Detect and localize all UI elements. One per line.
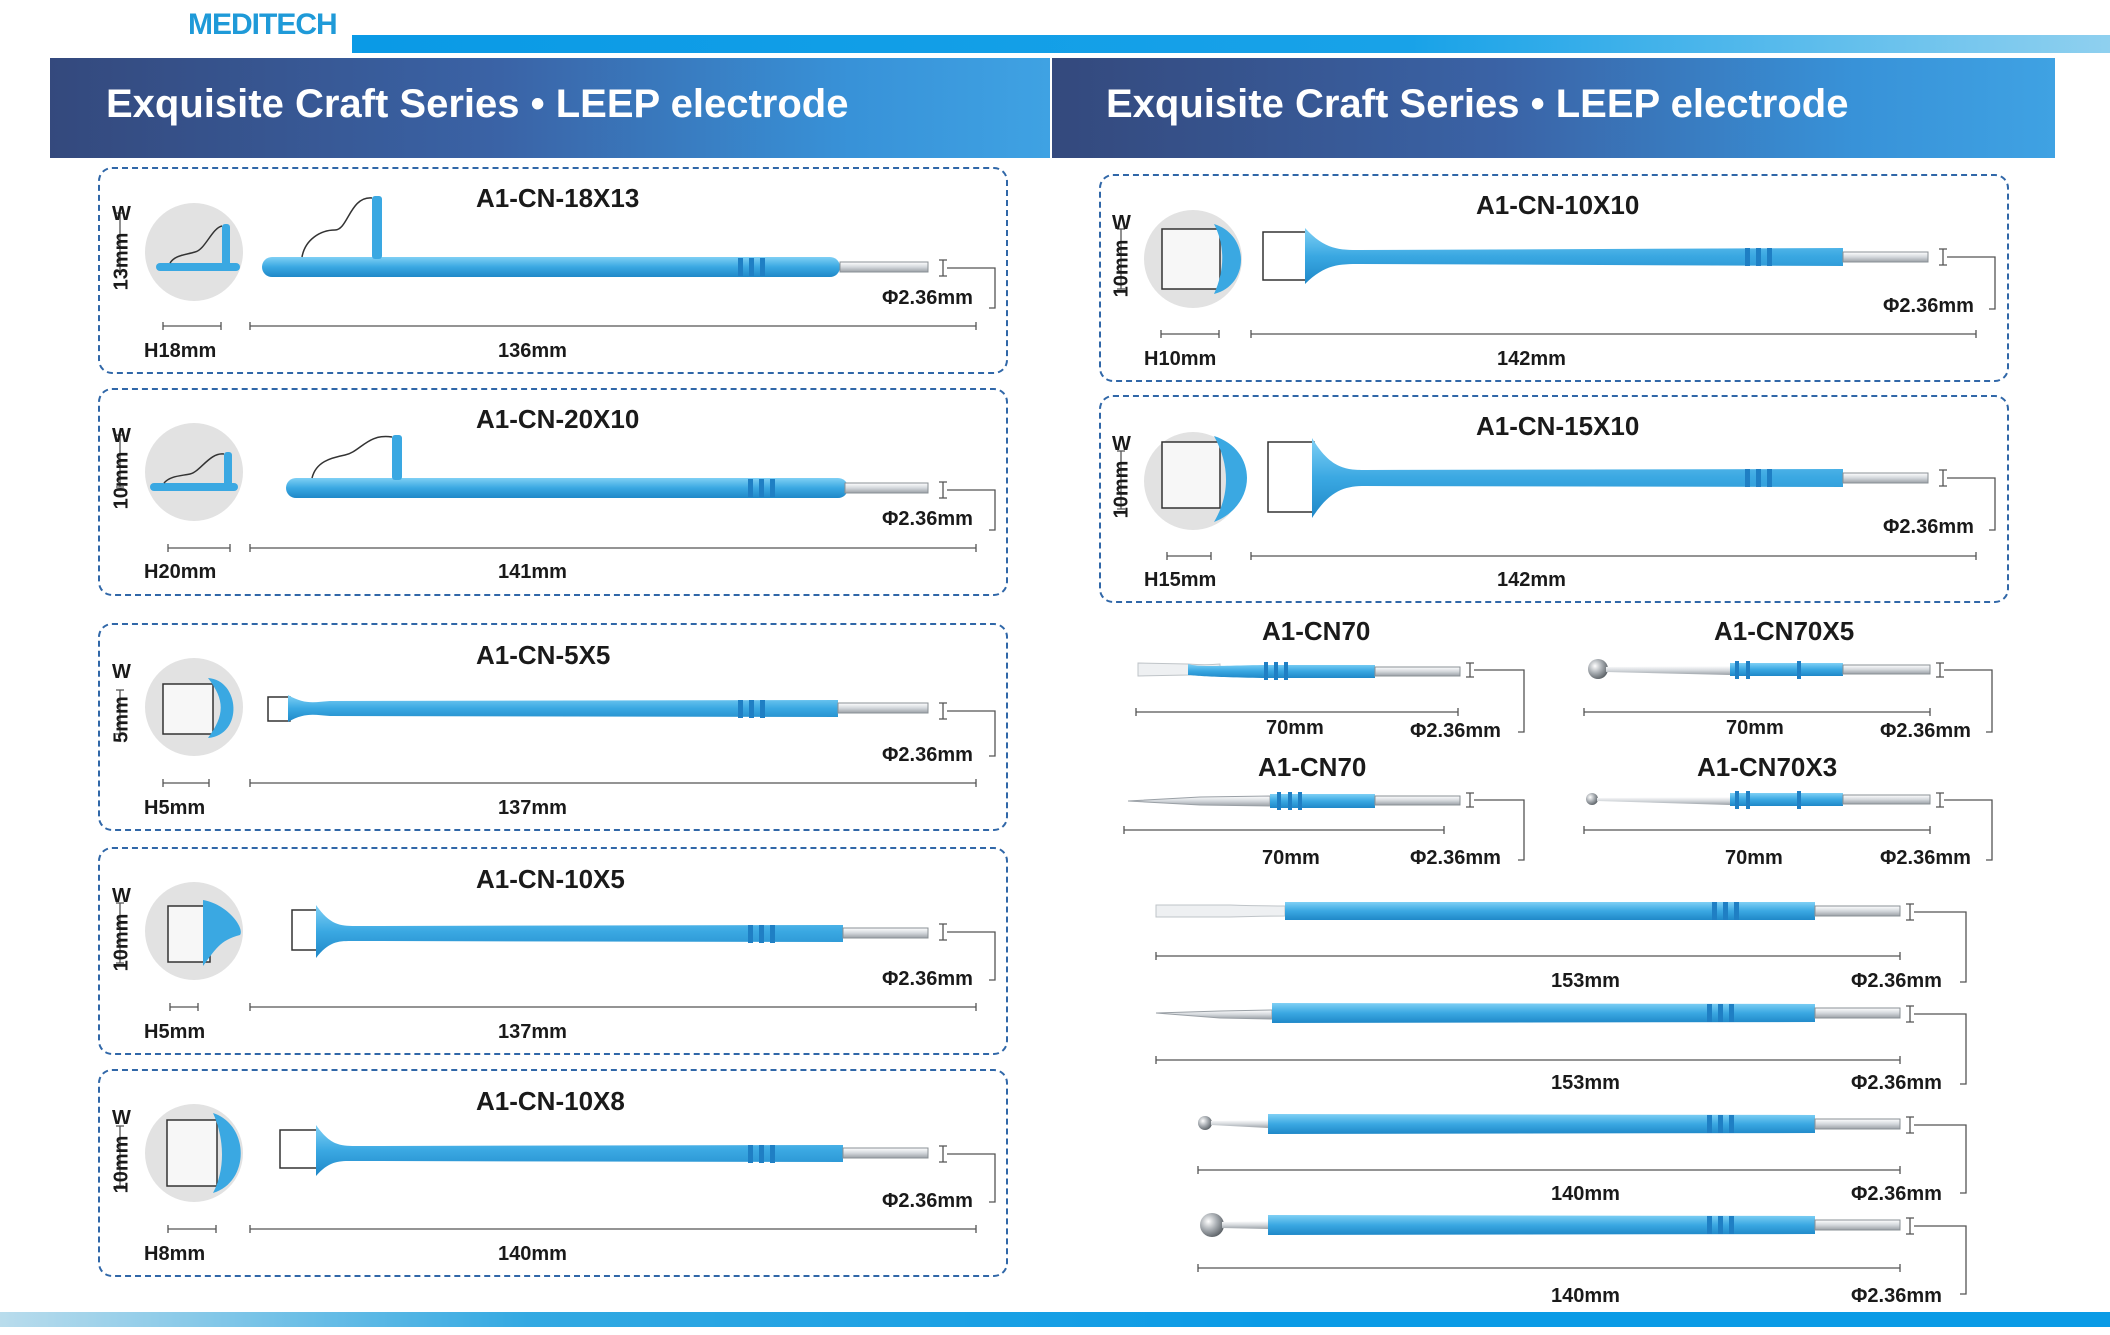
length-label: 137mm xyxy=(498,1021,567,1043)
model-label: A1-CN-10X10 xyxy=(1476,190,1640,220)
small-electrode-2 xyxy=(1588,659,1931,679)
diameter-label: Φ2.36mm xyxy=(1410,847,1501,869)
electrode-a1-cn-10x8 xyxy=(145,1104,929,1202)
product-card-a1-cn-18x13 xyxy=(98,167,1008,374)
tip-size-label: H5mm xyxy=(144,1021,206,1043)
product-card-a1-cn-10x8 xyxy=(98,1069,1008,1277)
length-label: 140mm xyxy=(1551,1183,1620,1205)
length-label: 70mm xyxy=(1725,847,1783,869)
product-card-a1-cn-10x10 xyxy=(1099,174,2009,382)
w-label: W xyxy=(112,203,131,225)
right-banner-title: Exquisite Craft Series • LEEP electrode xyxy=(1106,82,1849,126)
left-banner-title: Exquisite Craft Series • LEEP electrode xyxy=(106,82,849,126)
model-label: A1-CN70X3 xyxy=(1697,752,1838,782)
diameter-label: Φ2.36mm xyxy=(1851,1285,1942,1307)
tip-size-label: H10mm xyxy=(1144,348,1217,370)
product-card-a1-cn-10x5 xyxy=(98,847,1008,1055)
height-label: 10mm xyxy=(110,913,133,972)
model-label: A1-CN70 xyxy=(1262,616,1371,646)
length-label: 153mm xyxy=(1551,970,1620,992)
height-label: 10mm xyxy=(1110,239,1133,298)
long-electrode-4 xyxy=(1200,1213,1901,1237)
height-label: 13mm xyxy=(110,232,133,291)
tip-size-label: H18mm xyxy=(144,340,217,362)
electrode-a1-cn-20x10 xyxy=(145,423,929,521)
diameter-label: Φ2.36mm xyxy=(1883,516,1974,538)
brand-logo: MEDITECH xyxy=(188,8,338,41)
diameter-label: Φ2.36mm xyxy=(1883,295,1974,317)
w-label: W xyxy=(1112,212,1131,234)
length-label: 141mm xyxy=(498,561,567,583)
model-label: A1-CN-18X13 xyxy=(476,183,640,213)
diameter-label: Φ2.36mm xyxy=(1851,970,1942,992)
long-electrode-3 xyxy=(1198,1114,1901,1134)
product-card-a1-cn-5x5 xyxy=(98,623,1008,831)
electrode-a1-cn-5x5 xyxy=(145,658,929,756)
small-electrode-3 xyxy=(1127,792,1461,810)
model-label: A1-CN-20X10 xyxy=(476,404,640,434)
model-label: A1-CN70X5 xyxy=(1714,616,1855,646)
tip-size-label: H5mm xyxy=(144,797,206,819)
dimension-lines xyxy=(116,212,1996,1295)
model-label: A1-CN-5X5 xyxy=(476,640,611,670)
long-electrode-2 xyxy=(1155,1003,1901,1023)
diameter-label: Φ2.36mm xyxy=(882,287,973,309)
diameter-label: Φ2.36mm xyxy=(1851,1072,1942,1094)
tip-size-label: H15mm xyxy=(1144,569,1217,591)
diameter-label: Φ2.36mm xyxy=(1410,720,1501,742)
model-label: A1-CN70 xyxy=(1258,752,1367,782)
diameter-label: Φ2.36mm xyxy=(1851,1183,1942,1205)
diameter-label: Φ2.36mm xyxy=(882,1190,973,1212)
model-label: A1-CN-10X5 xyxy=(476,864,625,894)
length-label: 70mm xyxy=(1262,847,1320,869)
length-label: 70mm xyxy=(1266,717,1324,739)
w-label: W xyxy=(112,425,131,447)
height-label: 10mm xyxy=(110,451,133,510)
height-label: 5mm xyxy=(110,696,133,743)
product-card-a1-cn-20x10 xyxy=(98,388,1008,596)
length-label: 70mm xyxy=(1726,717,1784,739)
diameter-label: Φ2.36mm xyxy=(882,968,973,990)
electrode-a1-cn-10x5 xyxy=(145,882,929,980)
length-label: 137mm xyxy=(498,797,567,819)
model-label: A1-CN-15X10 xyxy=(1476,411,1640,441)
electrode-a1-cn-10x10 xyxy=(1144,210,1929,308)
model-label: A1-CN-10X8 xyxy=(476,1086,625,1116)
footer-accent-bar xyxy=(0,1312,2110,1327)
length-label: 142mm xyxy=(1497,569,1566,591)
length-label: 136mm xyxy=(498,340,567,362)
tip-size-label: H20mm xyxy=(144,561,217,583)
w-label: W xyxy=(112,661,131,683)
long-electrode-1 xyxy=(1155,902,1901,920)
electrode-a1-cn-18x13 xyxy=(145,196,929,301)
w-label: W xyxy=(112,885,131,907)
diameter-label: Φ2.36mm xyxy=(1880,720,1971,742)
header-accent-bar xyxy=(352,35,2110,53)
height-label: 10mm xyxy=(1110,460,1133,519)
w-label: W xyxy=(1112,433,1131,455)
height-label: 10mm xyxy=(110,1135,133,1194)
tip-size-label: H8mm xyxy=(144,1243,206,1265)
small-electrode-4 xyxy=(1586,791,1931,809)
product-card-a1-cn-15x10 xyxy=(1099,395,2009,603)
length-label: 140mm xyxy=(498,1243,567,1265)
w-label: W xyxy=(112,1107,131,1129)
electrode-a1-cn-15x10 xyxy=(1144,432,1929,530)
diameter-label: Φ2.36mm xyxy=(882,744,973,766)
right-banner: Exquisite Craft Series • LEEP electrode xyxy=(1052,58,2055,158)
diameter-label: Φ2.36mm xyxy=(1880,847,1971,869)
length-label: 153mm xyxy=(1551,1072,1620,1094)
diameter-label: Φ2.36mm xyxy=(882,508,973,530)
small-electrode-1 xyxy=(1137,662,1461,680)
left-banner: Exquisite Craft Series • LEEP electrode xyxy=(50,58,1050,158)
length-label: 140mm xyxy=(1551,1285,1620,1307)
length-label: 142mm xyxy=(1497,348,1566,370)
